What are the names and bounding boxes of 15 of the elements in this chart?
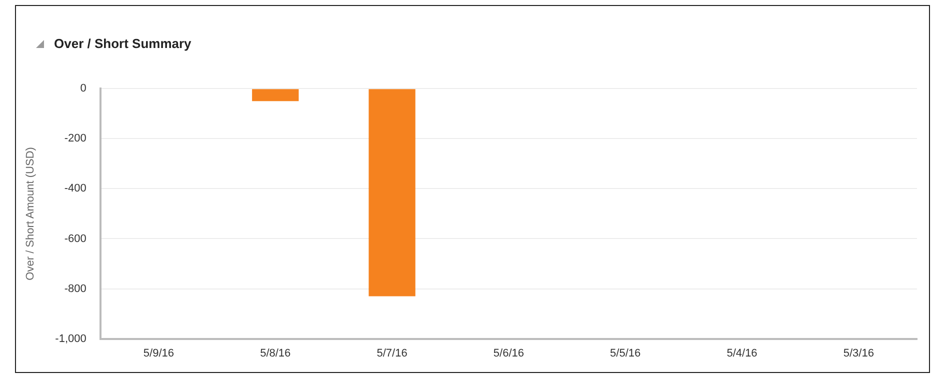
y-tick-label: -400 — [64, 182, 86, 195]
y-tick-label: -800 — [64, 282, 86, 295]
x-tick-label: 5/6/16 — [493, 347, 524, 360]
y-tick-label: -600 — [64, 232, 86, 245]
x-tick-label: 5/7/16 — [376, 347, 408, 360]
y-tick-label: -200 — [64, 132, 86, 145]
chart-title: Over / Short Summary — [54, 36, 192, 51]
x-tick-label: 5/9/16 — [143, 347, 174, 360]
y-tick-label: 0 — [80, 82, 86, 95]
x-tick-label: 5/5/16 — [610, 347, 641, 360]
x-tick-label: 5/4/16 — [726, 347, 758, 360]
x-tick-label: 5/3/16 — [843, 347, 874, 360]
x-tick-label: 5/8/16 — [260, 347, 291, 360]
y-tick-label: -1,000 — [55, 332, 86, 345]
y-axis-title: Over / Short Amount (USD) — [24, 147, 37, 280]
